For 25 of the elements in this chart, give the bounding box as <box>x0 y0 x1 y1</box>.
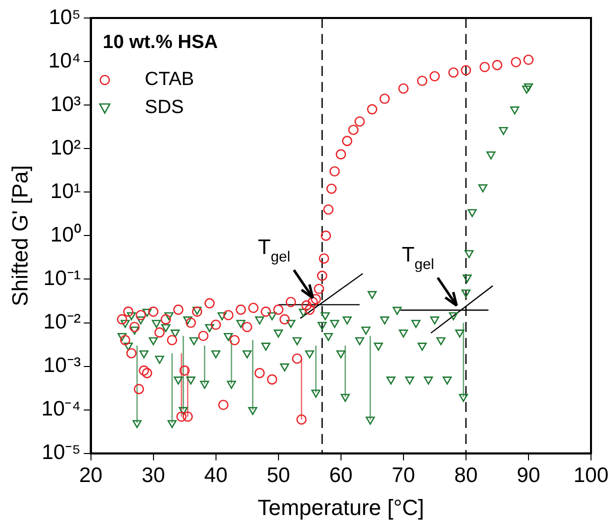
y-tick-label: 10⁴ <box>48 49 81 72</box>
y-tick-label: 10⁻³ <box>43 354 81 378</box>
x-tick-label: 90 <box>516 464 540 487</box>
y-tick-label: 10⁵ <box>48 6 81 29</box>
x-tick-label: 80 <box>454 464 478 487</box>
x-axis-title: Temperature [°C] <box>258 494 424 520</box>
x-tick-label: 40 <box>204 464 228 487</box>
y-tick-label: 10⁻¹ <box>43 267 81 290</box>
y-tick-label: 10⁰ <box>50 223 81 246</box>
y-tick-label: 10² <box>50 136 81 160</box>
x-tick-label: 30 <box>142 464 165 487</box>
y-tick-label: 10⁻² <box>43 310 81 334</box>
legend-label: CTAB <box>144 69 194 90</box>
text: 10 wt.% HSA <box>102 32 218 53</box>
x-tick-label: 100 <box>573 464 609 487</box>
x-tick-label: 70 <box>392 464 416 487</box>
legend-label: SDS <box>144 97 184 118</box>
y-tick-label: 10⁻⁵ <box>42 441 81 464</box>
x-tick-label: 20 <box>79 464 102 487</box>
x-tick-label: 60 <box>329 464 353 487</box>
y-tick-label: 10¹ <box>50 180 81 203</box>
y-axis-title: Shifted G' [Pa] <box>7 165 32 306</box>
y-tick-label: 10³ <box>50 92 81 116</box>
y-tick-label: 10⁻⁴ <box>41 398 81 421</box>
x-tick-label: 50 <box>266 464 290 487</box>
